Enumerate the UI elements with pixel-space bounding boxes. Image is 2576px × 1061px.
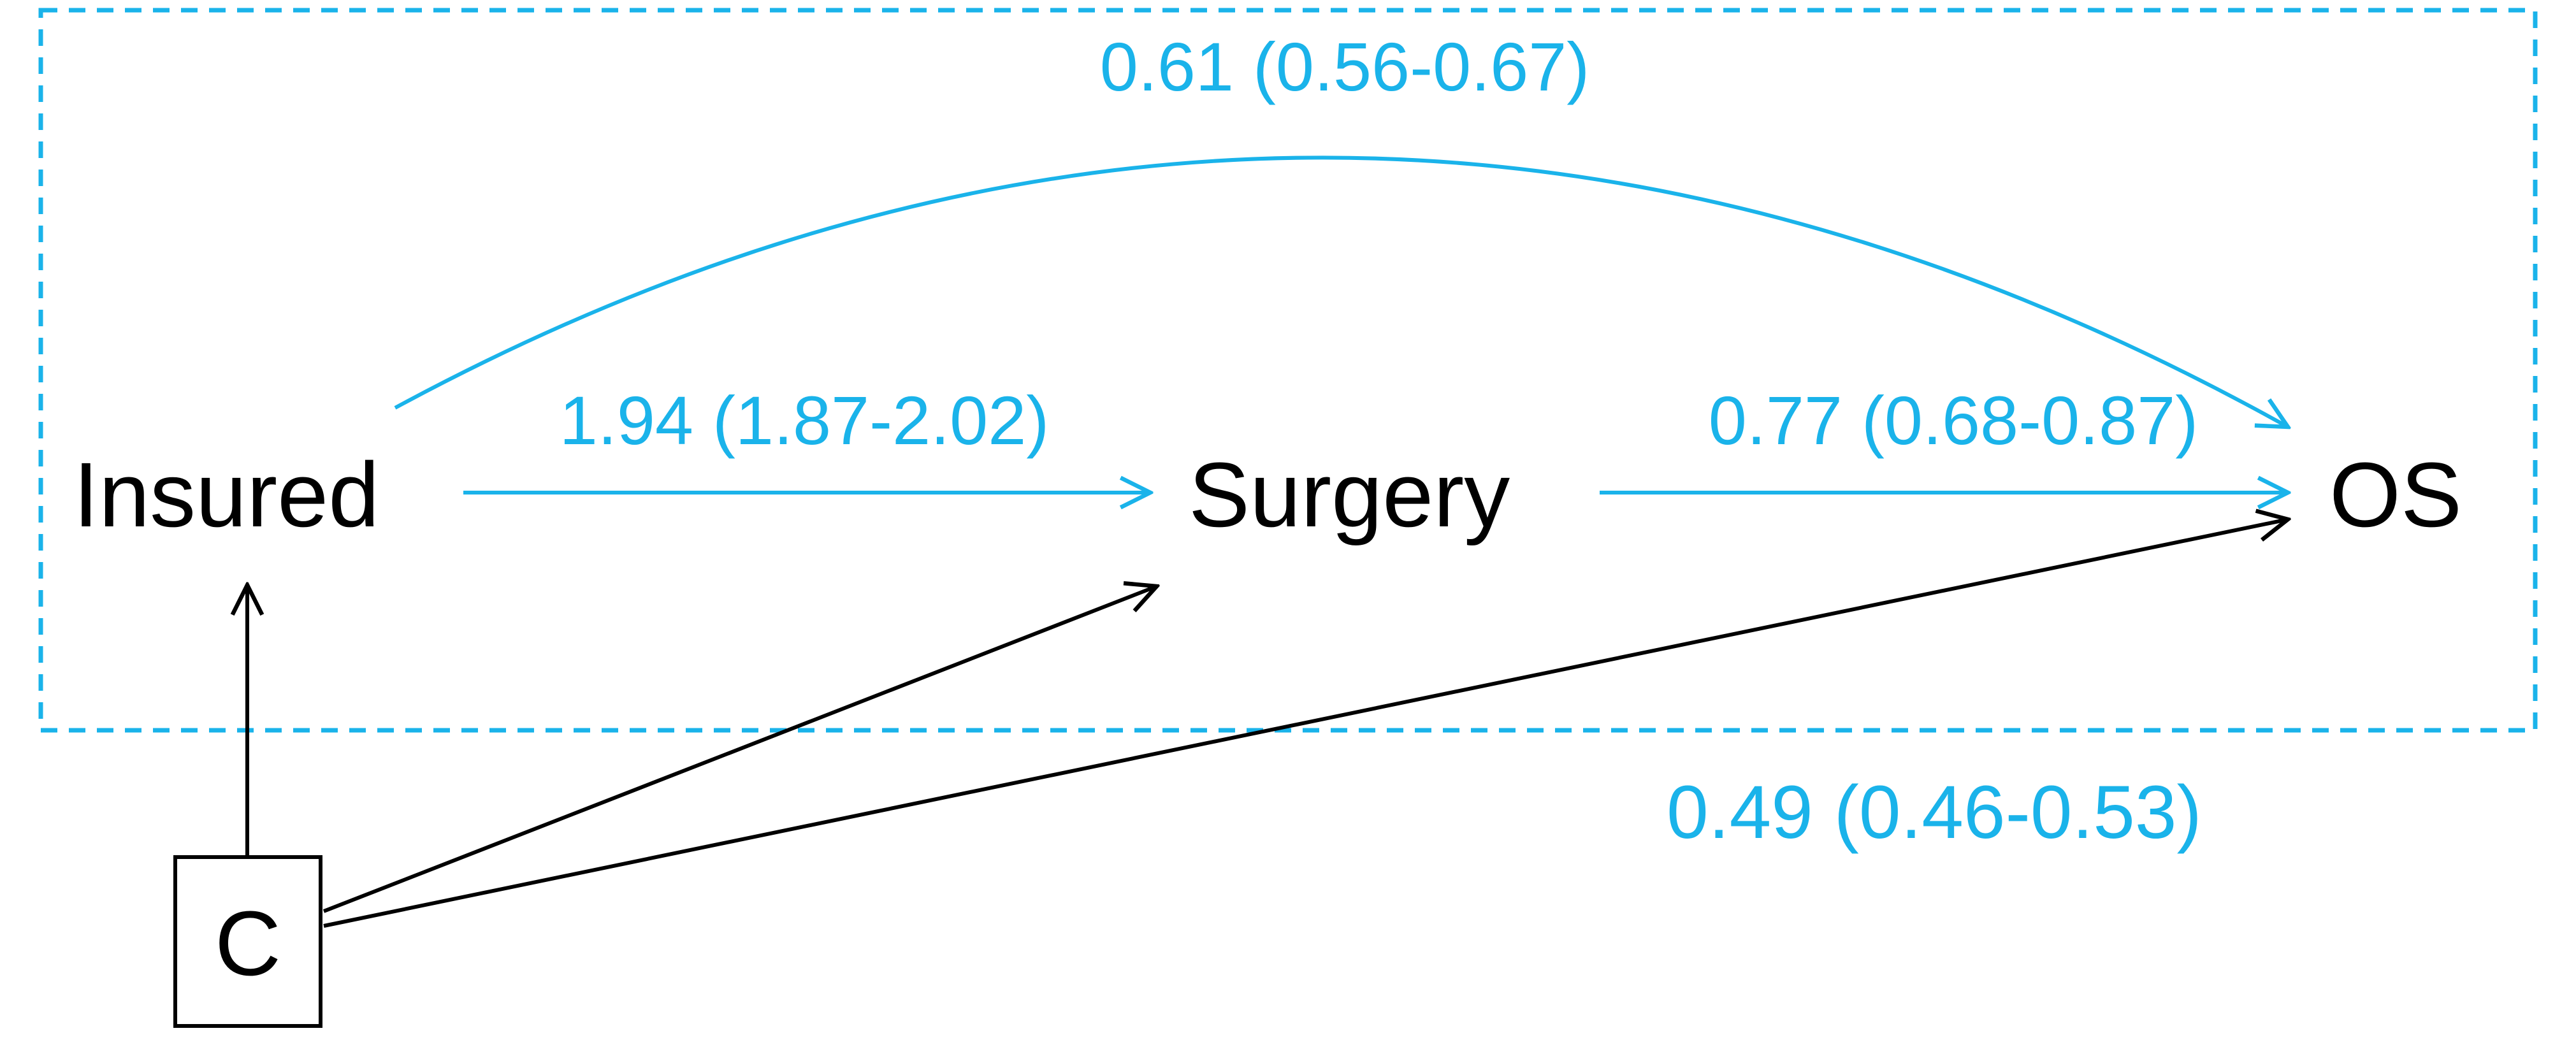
- node-surgery: Surgery: [1189, 444, 1510, 546]
- label-insured-to-surgery: 1.94 (1.87-2.02): [560, 382, 1050, 459]
- confounder-label: C: [215, 892, 281, 995]
- confounder-box: [173, 855, 322, 1028]
- label-insured-to-os: 0.61 (0.56-0.67): [1100, 28, 1590, 105]
- node-os: OS: [2329, 444, 2462, 546]
- mediation-boundary-box: [38, 8, 2538, 733]
- node-insured: Insured: [73, 444, 379, 546]
- label-total-effect: 0.49 (0.46-0.53): [1667, 770, 2202, 855]
- edge-confounder-to-os: [323, 519, 2288, 928]
- edge-confounder-to-surgery: [322, 586, 1157, 913]
- label-surgery-to-os: 0.77 (0.68-0.87): [1709, 382, 2199, 459]
- edge-insured-to-os-curve: [394, 155, 2288, 427]
